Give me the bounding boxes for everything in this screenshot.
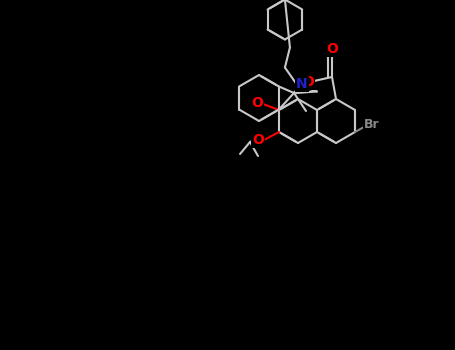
Text: O: O — [326, 42, 338, 56]
Text: O: O — [252, 133, 264, 147]
Text: Br: Br — [364, 118, 380, 131]
Text: O: O — [302, 75, 314, 89]
Text: O: O — [251, 96, 263, 110]
Text: N: N — [296, 77, 308, 91]
